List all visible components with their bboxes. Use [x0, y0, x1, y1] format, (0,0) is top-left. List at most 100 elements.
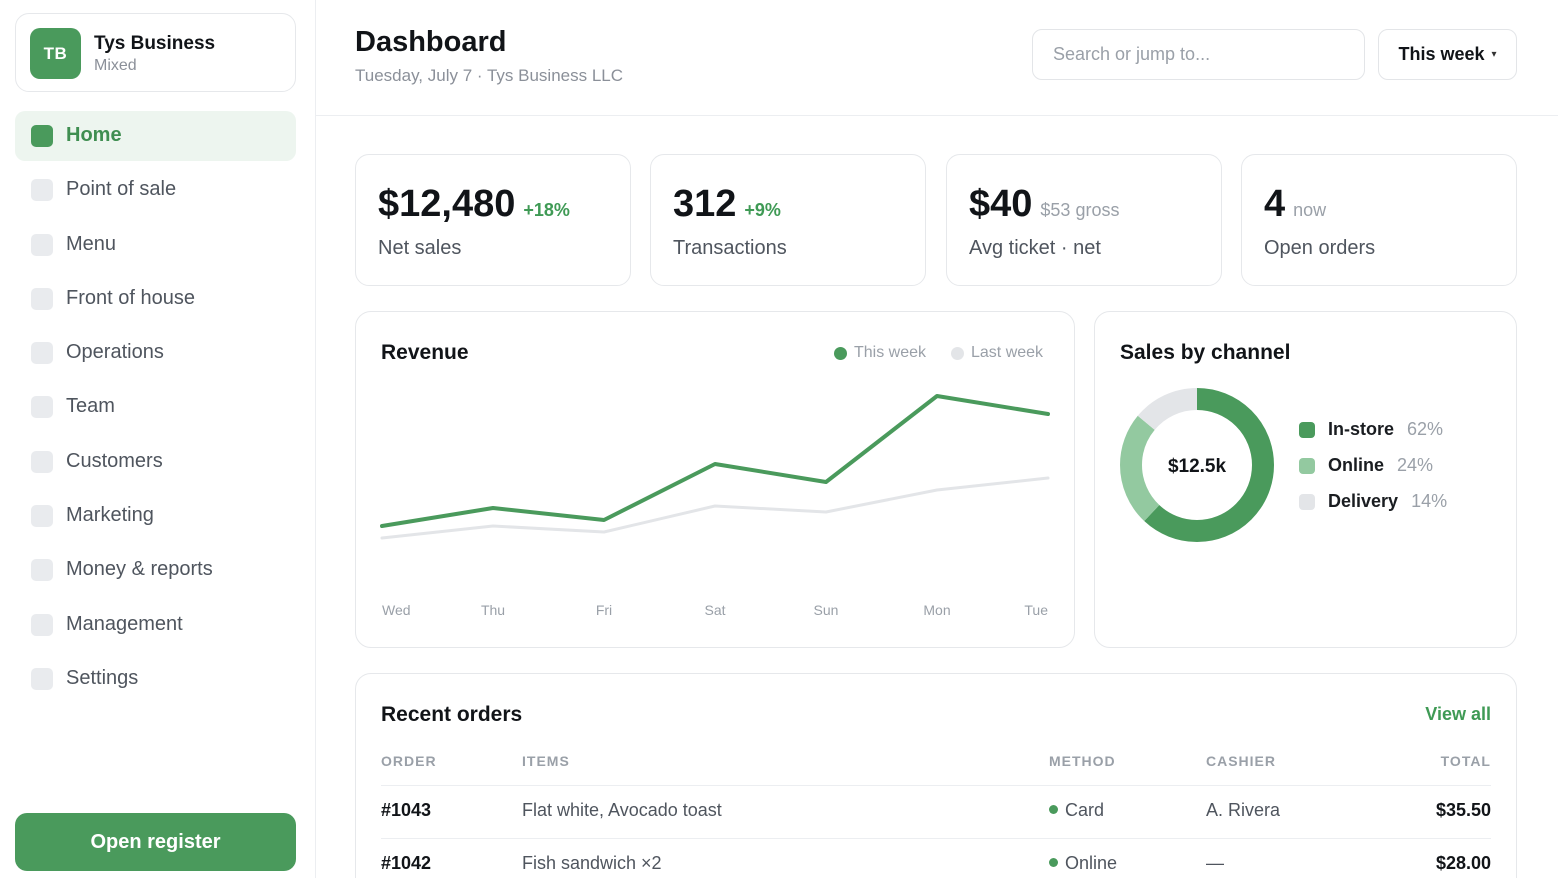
donut-slice-online — [1120, 388, 1274, 542]
kpi-value: $12,480 — [378, 183, 516, 225]
sidebar-item-operations[interactable]: Operations — [15, 328, 296, 378]
sidebar-item-label: Marketing — [66, 504, 154, 527]
legend-this-week: This week — [834, 344, 926, 362]
sidebar-item-label: Point of sale — [66, 178, 177, 201]
row-divider — [381, 785, 1491, 786]
business-name: Tys Business — [94, 33, 216, 54]
x-tick-label: Fri — [596, 602, 612, 618]
sidebar-item-management[interactable]: Management — [15, 600, 296, 650]
channel-name: Online — [1328, 455, 1385, 475]
kpi-delta: +18% — [523, 200, 570, 220]
order-method-label: Card — [1065, 800, 1105, 820]
sidebar-item-point-of-sale[interactable]: Point of sale — [15, 165, 296, 215]
order-cashier: — — [1206, 853, 1224, 873]
revenue-line-chart: Wed Thu Fri Sat Sun Mon Tue — [380, 394, 1050, 618]
recent-orders-panel: Recent orders View all ORDER ITEMS METHO… — [355, 673, 1517, 878]
sidebar-item-menu[interactable]: Menu — [15, 220, 296, 270]
sidebar-item-label: Management — [66, 612, 183, 635]
period-dropdown[interactable]: This week ▾ — [1378, 29, 1517, 80]
order-items: Flat white, Avocado toast — [522, 800, 722, 820]
order-total: $28.00 — [1435, 853, 1491, 873]
page-title: Dashboard — [355, 26, 507, 58]
sidebar-item-label: Home — [66, 124, 122, 146]
channel-donut-chart: $12.5k — [1120, 388, 1274, 542]
order-method: Card — [1049, 800, 1104, 821]
legend-last-week: Last week — [951, 344, 1043, 362]
column-header-items: ITEMS — [522, 753, 570, 769]
order-total: $35.50 — [1435, 800, 1491, 820]
sidebar-item-label: Customers — [66, 449, 163, 472]
sidebar-item-label: Settings — [66, 666, 139, 689]
sidebar-item-team[interactable]: Team — [15, 382, 296, 432]
legend-swatch — [834, 346, 847, 360]
sidebar-nav: Home Point of sale Menu Front of house O… — [15, 111, 296, 708]
marketing-icon — [31, 505, 53, 528]
view-all-link[interactable]: View all — [1425, 704, 1491, 724]
kpi-card-net-sales: $12,480 +18% Net sales — [355, 154, 631, 286]
column-header-order: ORDER — [381, 753, 437, 769]
settings-icon — [31, 667, 53, 690]
channel-name: Delivery — [1328, 491, 1399, 511]
donut-slice-delivery — [1120, 388, 1274, 542]
sidebar-item-label: Money & reports — [66, 558, 213, 581]
method-dot-icon — [1049, 857, 1058, 867]
kpi-label: Open orders — [1264, 237, 1376, 259]
business-type: Mixed — [94, 57, 137, 74]
money-reports-icon — [31, 559, 53, 582]
x-tick-label: Mon — [923, 602, 950, 618]
orders-title: Recent orders — [381, 703, 523, 726]
sidebar-item-marketing[interactable]: Marketing — [15, 491, 296, 541]
method-dot-icon — [1049, 804, 1058, 814]
sidebar-item-money-reports[interactable]: Money & reports — [15, 545, 296, 595]
channel-row-online: Online 24% — [1299, 455, 1433, 476]
sales-by-channel-panel: Sales by channel $12.5k In-store 62% Onl… — [1094, 311, 1517, 648]
channel-title: Sales by channel — [1120, 341, 1291, 364]
sidebar-item-home[interactable]: Home — [15, 111, 296, 161]
column-header-total: TOTAL — [1440, 753, 1491, 769]
x-tick-label: Tue — [1024, 602, 1048, 618]
sidebar-item-label: Front of house — [66, 286, 195, 309]
sidebar-item-label: Menu — [66, 232, 117, 255]
order-id: #1042 — [381, 853, 432, 873]
legend-swatch — [951, 346, 964, 360]
page-subtitle: Tuesday, July 7 · Tys Business LLC — [355, 66, 624, 85]
search-input[interactable] — [1032, 29, 1365, 80]
channel-pct: 62% — [1407, 419, 1444, 439]
order-items: Fish sandwich ×2 — [522, 853, 662, 873]
sidebar-item-settings[interactable]: Settings — [15, 654, 296, 704]
kpi-label: Avg ticket · net — [969, 237, 1101, 259]
home-icon — [31, 125, 53, 147]
kpi-value: 312 — [673, 183, 737, 225]
customers-icon — [31, 450, 53, 473]
management-icon — [31, 613, 53, 636]
channel-swatch — [1299, 421, 1315, 438]
sidebar-item-front-of-house[interactable]: Front of house — [15, 274, 296, 324]
period-value: This week — [1398, 44, 1485, 64]
channel-row-in-store: In-store 62% — [1299, 419, 1443, 440]
column-header-cashier: CASHIER — [1206, 753, 1277, 769]
kpi-label: Net sales — [378, 237, 462, 259]
revenue-panel: Revenue This week Last week Wed Thu Fri Sat… — [355, 311, 1075, 648]
x-tick-label: Sun — [814, 602, 839, 618]
business-switcher[interactable]: TB Tys Business Mixed — [15, 13, 296, 92]
channel-name: In-store — [1328, 419, 1395, 439]
kpi-label: Transactions — [673, 237, 787, 259]
sidebar-item-customers[interactable]: Customers — [15, 437, 296, 487]
donut-center-label: $12.5k — [1168, 456, 1227, 477]
kpi-value: $40 — [969, 183, 1033, 225]
x-tick-label: Thu — [481, 602, 505, 618]
point-of-sale-icon — [31, 179, 53, 202]
kpi-card-avg-ticket: $40 $53 gross Avg ticket · net — [946, 154, 1222, 286]
operations-icon — [31, 342, 53, 365]
sidebar-item-label: Operations — [66, 341, 164, 364]
menu-icon — [31, 233, 53, 256]
channel-pct: 14% — [1411, 491, 1448, 511]
business-avatar: TB — [30, 28, 81, 79]
open-register-button[interactable]: Open register — [15, 813, 296, 871]
team-icon — [31, 396, 53, 419]
kpi-note: $53 gross — [1040, 200, 1120, 220]
legend-label: This week — [854, 344, 927, 361]
channel-swatch — [1299, 493, 1315, 510]
kpi-card-open-orders: 4 now Open orders — [1241, 154, 1517, 286]
